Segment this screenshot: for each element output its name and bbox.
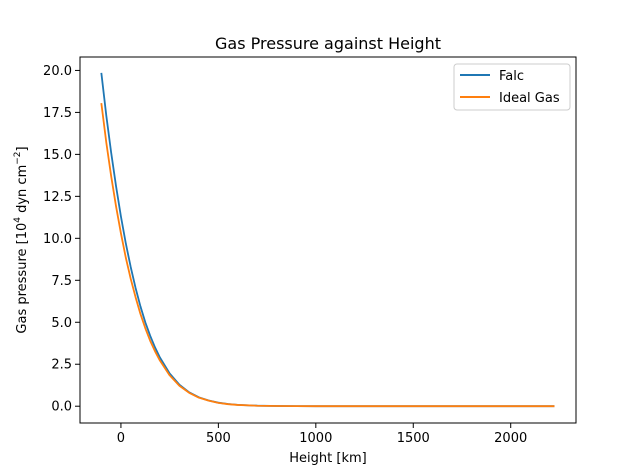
x-tick-label: 1000 <box>299 431 332 446</box>
y-axis-label-part-1: Gas pressure [10 <box>15 223 30 334</box>
y-axis-label-part-2: dyn cm <box>15 165 30 217</box>
y-tick-label: 15.0 <box>43 148 72 163</box>
x-tick-label: 500 <box>206 431 231 446</box>
legend: Falc Ideal Gas <box>453 63 571 111</box>
series-line-ideal-gas <box>100 103 555 408</box>
y-tick-label: 0.0 <box>51 400 72 415</box>
y-axis-label-part-3: ] <box>15 146 30 151</box>
y-axis-label-exponent-1: 4 <box>13 217 23 223</box>
x-tick-label: 1500 <box>397 431 430 446</box>
y-axis-label-exponent-2: −2 <box>13 151 23 164</box>
plot-frame <box>79 56 577 424</box>
series-line-falc <box>100 72 555 408</box>
x-tick-label: 2000 <box>494 431 527 446</box>
y-axis: 0.0 2.5 5.0 7.5 10.0 12.5 15.0 17.5 20.0 <box>43 64 80 415</box>
x-tick-label: 0 <box>117 431 125 446</box>
plot-area: 0 500 1000 1500 2000 0.0 2.5 5.0 7.5 10.0 12.5 15.… <box>43 56 577 446</box>
y-axis-label: Gas pressure [104 dyn cm−2] <box>13 146 30 333</box>
y-tick-label: 12.5 <box>43 190 72 205</box>
y-tick-label: 10.0 <box>43 232 72 247</box>
x-axis: 0 500 1000 1500 2000 <box>117 423 527 446</box>
y-tick-label: 2.5 <box>51 358 72 373</box>
y-tick-label: 20.0 <box>43 64 72 79</box>
legend-label-ideal-gas: Ideal Gas <box>499 91 560 106</box>
y-tick-label: 17.5 <box>43 106 72 121</box>
chart-title: Gas Pressure against Height <box>215 34 441 53</box>
y-tick-label: 5.0 <box>51 316 72 331</box>
y-tick-label: 7.5 <box>51 274 72 289</box>
x-axis-label: Height [km] <box>289 451 366 466</box>
legend-label-falc: Falc <box>499 69 524 84</box>
series-lines <box>100 72 555 408</box>
